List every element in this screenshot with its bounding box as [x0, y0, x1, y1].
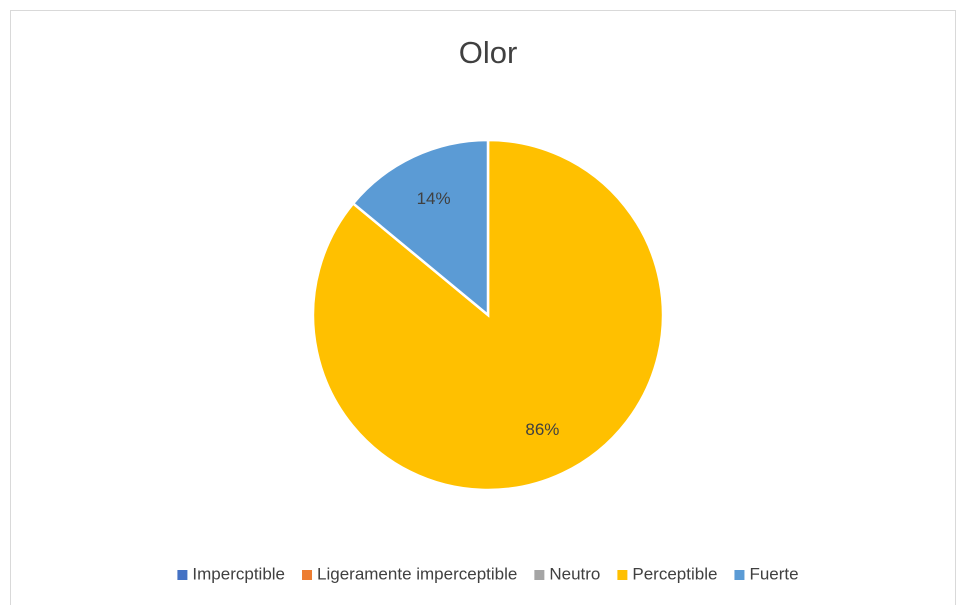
legend-swatch: [734, 570, 745, 580]
legend-swatch: [177, 570, 188, 580]
legend-swatch: [617, 570, 628, 580]
chart-title: Olor: [459, 35, 518, 70]
pie-slice: [351, 138, 490, 318]
legend-label: Fuerte: [749, 564, 798, 583]
legend-swatch: [302, 570, 313, 580]
data-label: 14%: [417, 189, 451, 208]
legend-label: Perceptible: [632, 564, 717, 583]
legend-label: Impercptible: [192, 564, 285, 583]
data-label: 86%: [525, 420, 559, 439]
legend-label: Ligeramente imperceptible: [317, 564, 517, 583]
legend-label: Neutro: [549, 564, 600, 583]
legend-swatch: [534, 570, 545, 580]
